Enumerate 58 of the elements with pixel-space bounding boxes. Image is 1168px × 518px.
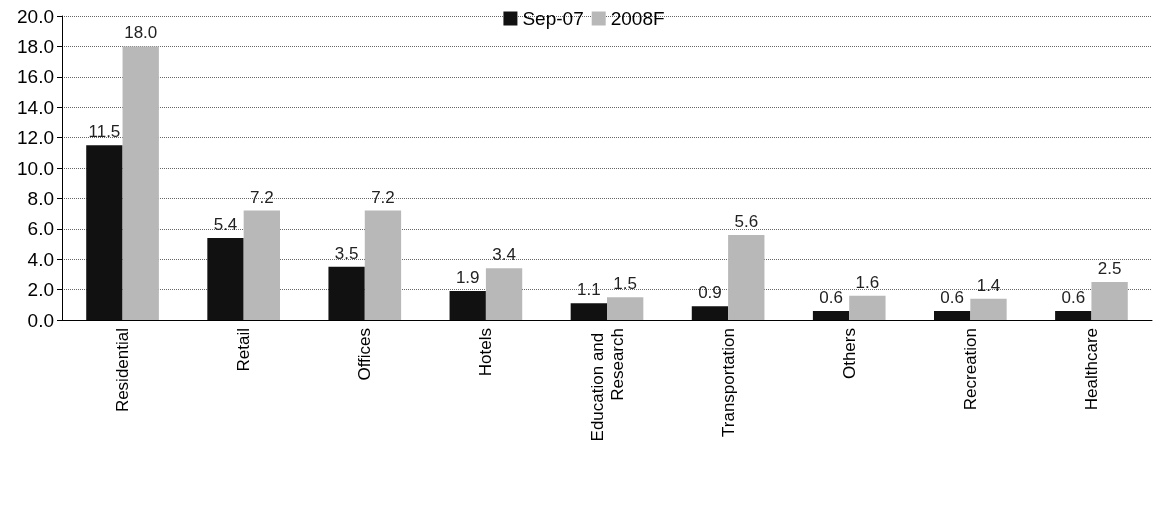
data-label: 1.4 <box>976 275 1001 295</box>
y-tick-label: 18.0 <box>17 35 54 57</box>
bar <box>207 237 244 320</box>
y-tick-label: 20.0 <box>17 5 54 27</box>
data-label: 7.2 <box>250 187 274 207</box>
data-label: 11.5 <box>88 122 121 142</box>
data-label: 1.1 <box>577 280 601 300</box>
x-tick-label: Residential <box>113 328 133 413</box>
legend-label: Sep-07 <box>522 8 584 29</box>
y-tick-label: 14.0 <box>17 96 54 118</box>
y-tick-label: 6.0 <box>27 218 54 240</box>
y-tick-label: 10.0 <box>17 157 54 179</box>
data-label: 0.6 <box>819 287 843 307</box>
data-label: 3.5 <box>334 243 359 263</box>
bar <box>691 306 729 320</box>
data-label: 3.4 <box>492 245 516 265</box>
bar <box>1055 310 1092 320</box>
x-tick-label: Others <box>839 328 859 380</box>
y-tick-label: 12.0 <box>17 127 54 149</box>
bar <box>328 266 365 320</box>
data-label: 0.9 <box>698 283 722 303</box>
legend-label: 2008F <box>610 8 665 29</box>
bar <box>812 310 850 320</box>
y-tick-label: 8.0 <box>27 187 54 209</box>
x-tick-label: Hotels <box>476 328 496 377</box>
data-label: 18.0 <box>124 23 158 43</box>
data-label: 2.5 <box>1097 259 1122 278</box>
bar <box>1091 282 1128 320</box>
data-label: 1.5 <box>613 274 637 294</box>
bar <box>364 210 402 320</box>
y-tick-label: 4.0 <box>27 248 54 270</box>
x-tick-label: Education and Research <box>587 328 627 442</box>
bar <box>122 46 159 320</box>
data-label: 5.6 <box>734 211 759 231</box>
bar <box>449 291 486 320</box>
bar <box>485 268 523 320</box>
bar <box>934 310 971 320</box>
x-tick-label: Healthcare <box>1081 328 1101 411</box>
y-tick-label: 16.0 <box>17 66 54 88</box>
bar <box>86 145 123 320</box>
y-tick-label: 2.0 <box>27 279 54 301</box>
data-label: 7.2 <box>371 187 395 207</box>
x-tick-label: Transportation <box>718 328 738 437</box>
bar <box>849 295 886 320</box>
bar <box>243 210 280 320</box>
y-tick-label: 0.0 <box>27 309 54 331</box>
bar <box>728 234 765 320</box>
data-label: 0.6 <box>940 287 964 307</box>
data-label: 0.6 <box>1061 287 1086 307</box>
bar <box>607 297 644 320</box>
data-label: 1.6 <box>855 272 880 292</box>
bar <box>570 303 607 320</box>
x-tick-label: Retail <box>234 328 254 372</box>
x-tick-label: Recreation <box>960 328 980 411</box>
data-label: 1.9 <box>455 268 480 288</box>
data-label: 5.4 <box>213 214 238 234</box>
x-tick-label: Offices <box>355 328 375 381</box>
bar <box>970 298 1007 320</box>
